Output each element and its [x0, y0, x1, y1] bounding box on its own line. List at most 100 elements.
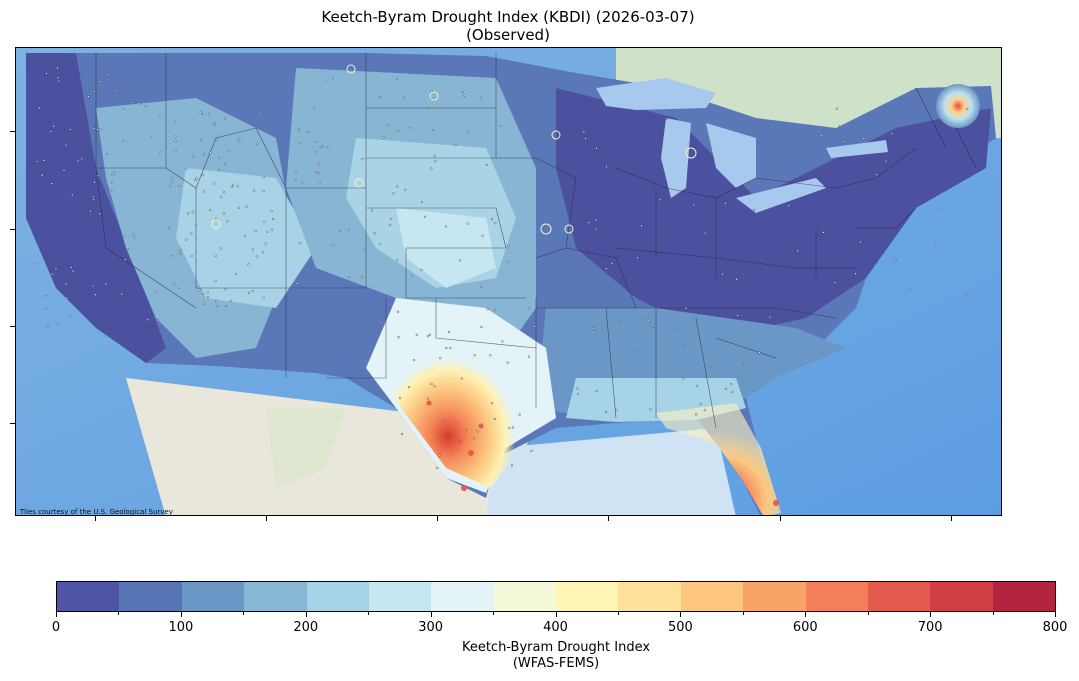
kbdi-map[interactable]: Tiles courtesy of the U.S. Geological Su…	[15, 47, 1002, 516]
station-dot	[50, 182, 53, 185]
colorbar-tick-label: 700	[917, 620, 943, 635]
station-dot	[499, 124, 502, 128]
station-dot	[298, 242, 301, 245]
station-dot	[489, 354, 492, 357]
station-dot	[236, 185, 239, 188]
station-dot	[396, 310, 400, 313]
station-dot	[213, 124, 216, 127]
station-dot	[481, 234, 484, 237]
station-dot	[69, 128, 72, 131]
station-dot	[430, 167, 433, 170]
station-dot	[490, 218, 494, 221]
colorbar-tick-label: 400	[543, 620, 568, 635]
station-dot	[360, 276, 363, 279]
station-dot	[444, 225, 448, 228]
station-dot	[473, 354, 476, 357]
station-dot	[695, 413, 698, 416]
station-dot	[473, 437, 476, 440]
station-dot	[111, 188, 114, 192]
station-dot	[120, 293, 123, 296]
station-dot	[411, 275, 414, 278]
station-dot	[587, 221, 590, 224]
station-dot	[314, 140, 317, 144]
station-dot	[605, 267, 608, 270]
station-dot	[56, 67, 59, 70]
station-dot	[833, 281, 836, 284]
station-dot	[237, 206, 240, 209]
station-dot	[209, 208, 212, 212]
station-dot	[195, 224, 198, 227]
station-dot	[560, 344, 563, 347]
colorbar-segment	[306, 582, 369, 611]
station-dot	[324, 79, 327, 82]
station-dot	[93, 90, 96, 93]
station-dot	[430, 90, 433, 93]
station-dot	[460, 377, 463, 380]
station-dot	[294, 171, 298, 174]
station-dot	[258, 112, 261, 115]
station-dot	[49, 130, 53, 133]
station-dot	[299, 141, 302, 145]
station-dot	[476, 430, 479, 433]
station-dot	[251, 248, 254, 251]
station-dot	[387, 124, 390, 127]
station-dot	[170, 177, 173, 180]
colorbar-minor-tick	[867, 612, 869, 615]
station-dot	[214, 254, 217, 257]
colorbar-tick-label: 500	[667, 620, 693, 635]
station-dot	[215, 138, 218, 141]
station-dot	[106, 73, 110, 76]
station-dot	[262, 296, 265, 299]
station-dot	[647, 319, 650, 322]
colorbar-sublabel: (WFAS-FEMS)	[512, 656, 600, 671]
station-dot	[649, 408, 652, 411]
station-dot	[508, 426, 511, 430]
station-dot	[640, 224, 643, 227]
station-dot	[168, 184, 171, 187]
colorbar-minor-tick	[992, 612, 994, 615]
station-dot	[403, 96, 406, 99]
station-dot	[580, 326, 583, 329]
station-dot	[179, 251, 182, 254]
station-dot	[530, 449, 533, 453]
y-tick	[10, 131, 15, 132]
colorbar-label: Keetch-Byram Drought Index	[461, 640, 651, 655]
station-dot	[56, 76, 59, 79]
station-dot	[131, 101, 134, 104]
station-dot	[363, 248, 366, 251]
station-dot	[105, 152, 109, 155]
station-dot	[214, 279, 217, 282]
station-dot	[859, 241, 862, 244]
colorbar-minor-tick	[493, 612, 495, 615]
station-dot	[729, 383, 733, 386]
station-dot	[449, 346, 452, 349]
colorbar-tick-label: 800	[1042, 620, 1068, 635]
station-dot	[527, 355, 530, 358]
colorbar-major-tick	[1055, 612, 1056, 617]
station-dot	[137, 102, 140, 105]
colorbar	[56, 581, 1056, 612]
station-dot	[232, 183, 235, 186]
colorbar-segment	[743, 582, 806, 611]
station-dot	[174, 148, 177, 152]
station-dot	[445, 347, 448, 350]
station-dot	[636, 256, 639, 259]
station-dot	[122, 107, 125, 111]
station-dot	[185, 167, 188, 170]
station-dot	[404, 188, 407, 191]
station-dot	[224, 288, 227, 291]
station-dot	[41, 174, 44, 177]
station-dot	[262, 190, 265, 193]
station-dot	[426, 397, 429, 400]
station-dot	[174, 120, 177, 123]
x-tick	[437, 516, 438, 521]
x-tick	[951, 516, 952, 521]
station-dot	[370, 209, 373, 212]
colorbar-tick-label: 600	[792, 620, 818, 635]
station-dot	[461, 90, 464, 94]
station-dot	[186, 212, 190, 215]
station-dot	[295, 282, 298, 285]
station-dot	[255, 255, 258, 258]
station-dot	[407, 386, 411, 389]
station-dot	[486, 308, 489, 311]
